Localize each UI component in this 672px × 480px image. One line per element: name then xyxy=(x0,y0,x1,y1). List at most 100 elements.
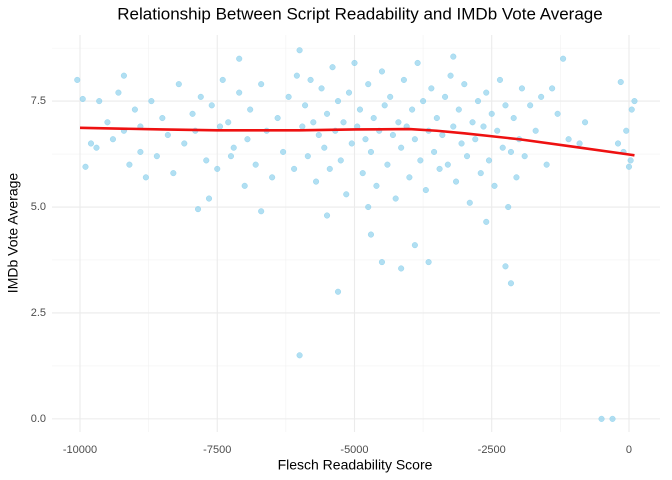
point xyxy=(549,85,556,92)
point xyxy=(236,55,243,62)
point xyxy=(120,72,127,79)
point xyxy=(474,98,482,105)
x-tick-label: -10000 xyxy=(63,444,97,456)
point xyxy=(538,93,545,100)
point xyxy=(614,140,622,147)
point xyxy=(313,178,320,185)
point xyxy=(496,76,504,83)
point xyxy=(367,148,375,155)
point xyxy=(323,110,331,117)
point xyxy=(131,106,138,113)
point xyxy=(513,174,520,181)
point xyxy=(469,119,476,126)
y-axis-label: IMDb Vote Average xyxy=(5,173,21,294)
point xyxy=(126,161,133,168)
point xyxy=(203,157,210,164)
point xyxy=(417,157,424,164)
point xyxy=(252,161,259,168)
point xyxy=(378,259,385,266)
point xyxy=(631,98,638,105)
point xyxy=(244,136,251,143)
point xyxy=(142,174,149,181)
point xyxy=(367,231,375,238)
point xyxy=(208,102,215,109)
point xyxy=(79,95,86,103)
point xyxy=(458,140,465,147)
point xyxy=(447,72,454,79)
point xyxy=(414,59,421,67)
point xyxy=(442,93,449,100)
point xyxy=(433,114,440,122)
point xyxy=(82,163,89,170)
point xyxy=(510,114,517,122)
point xyxy=(627,157,634,164)
point xyxy=(340,119,347,126)
point xyxy=(96,98,103,105)
point xyxy=(365,81,372,88)
point xyxy=(483,89,490,96)
point xyxy=(381,102,388,109)
point xyxy=(483,218,490,225)
point xyxy=(628,106,635,113)
point xyxy=(431,148,438,155)
point xyxy=(477,170,484,177)
point xyxy=(214,165,221,172)
point xyxy=(87,140,95,147)
point xyxy=(466,199,473,206)
point xyxy=(395,119,402,126)
point xyxy=(527,102,534,109)
point xyxy=(323,212,331,219)
y-tick-label: 7.5 xyxy=(31,95,46,107)
point xyxy=(455,106,462,113)
point xyxy=(230,144,237,151)
x-axis-label: Flesch Readability Score xyxy=(278,457,433,473)
point xyxy=(175,81,182,88)
point xyxy=(422,187,429,194)
point xyxy=(425,259,432,266)
point xyxy=(318,85,325,92)
point xyxy=(359,170,366,177)
point xyxy=(507,148,515,155)
point xyxy=(181,140,188,147)
point xyxy=(609,415,616,422)
point xyxy=(406,174,413,181)
point xyxy=(326,165,333,172)
point xyxy=(617,78,624,86)
point xyxy=(521,153,528,160)
point xyxy=(362,136,369,143)
x-tick-label: -5000 xyxy=(340,444,368,456)
point xyxy=(258,208,265,215)
point xyxy=(411,242,418,249)
point xyxy=(280,148,287,155)
point xyxy=(219,76,226,83)
point xyxy=(329,64,336,71)
point xyxy=(499,144,506,151)
y-tick-label: 0.0 xyxy=(31,413,46,425)
point xyxy=(307,76,314,83)
chart-title: Relationship Between Script Readability … xyxy=(117,4,602,23)
point xyxy=(370,114,377,122)
point xyxy=(565,136,572,143)
point xyxy=(488,110,495,117)
point xyxy=(137,148,144,155)
point xyxy=(398,144,405,151)
point xyxy=(115,89,122,96)
point xyxy=(274,114,281,122)
point xyxy=(269,174,276,181)
point xyxy=(532,127,539,134)
point xyxy=(291,165,298,172)
point xyxy=(299,123,306,130)
point xyxy=(216,123,224,130)
point xyxy=(378,68,385,75)
point xyxy=(293,72,300,79)
point xyxy=(356,106,364,113)
point xyxy=(502,263,509,270)
point xyxy=(343,191,350,198)
point xyxy=(302,102,309,109)
point xyxy=(450,53,457,60)
point xyxy=(461,81,468,88)
point xyxy=(351,59,358,67)
point xyxy=(194,206,202,213)
